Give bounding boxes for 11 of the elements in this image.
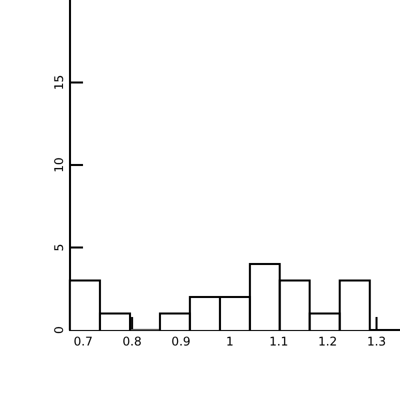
x-tick-label: 1 — [226, 334, 234, 348]
x-tick-label: 0.7 — [74, 334, 93, 348]
x-tick-label: 1.1 — [269, 334, 288, 348]
y-tick-label: 5 — [52, 244, 66, 252]
x-tick-label: 1.3 — [366, 334, 386, 348]
x-tick-label: 0.9 — [171, 334, 191, 348]
y-tick-label: 0 — [52, 326, 66, 334]
x-tick-label: 1.2 — [318, 334, 338, 348]
y-tick-label: 15 — [52, 74, 66, 90]
y-tick-label: 10 — [52, 157, 66, 173]
x-tick-label: 0.8 — [122, 334, 142, 348]
